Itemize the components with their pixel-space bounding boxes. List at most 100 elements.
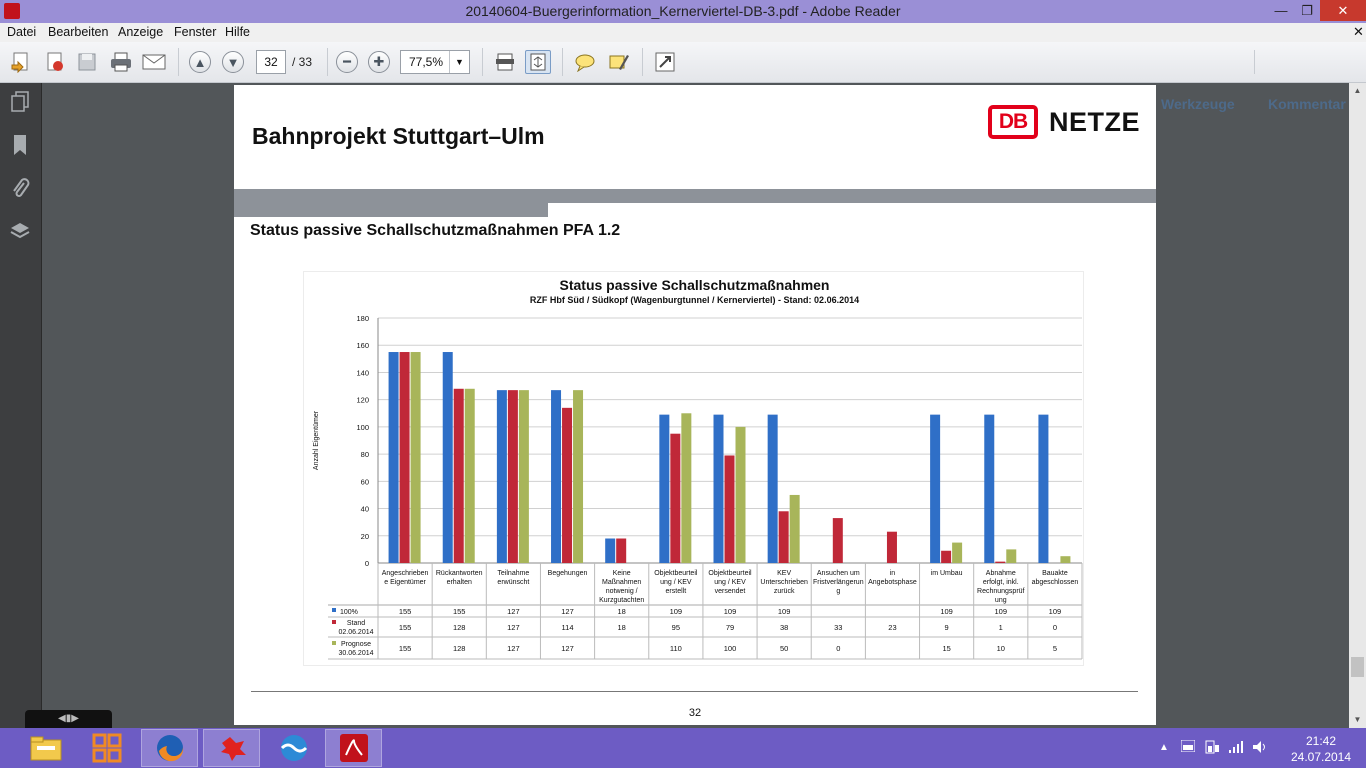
bar	[573, 390, 584, 563]
bookmarks-icon[interactable]	[9, 134, 31, 156]
taskbar-firefox[interactable]	[141, 729, 198, 767]
page-thumbnails-icon[interactable]	[9, 91, 31, 113]
scroll-down-icon[interactable]: ▼	[1353, 715, 1362, 724]
print-icon[interactable]	[108, 50, 134, 74]
footer-rule	[251, 691, 1138, 692]
db-netze-logo: DB NETZE	[988, 105, 1140, 139]
save-icon[interactable]	[74, 50, 100, 74]
show-hidden-icons[interactable]: ▲	[1159, 742, 1169, 753]
close-button[interactable]: ✕	[1320, 0, 1366, 21]
taskbar-explorer[interactable]	[17, 729, 74, 767]
data-label: 128	[453, 623, 466, 632]
email-icon[interactable]	[141, 50, 167, 74]
legend-swatch	[332, 608, 336, 612]
y-tick-label: 40	[361, 505, 369, 514]
battery-icon[interactable]	[1204, 740, 1220, 757]
bar	[659, 414, 670, 563]
data-label: 5	[1053, 644, 1057, 653]
fullscreen-icon[interactable]	[652, 50, 678, 74]
menu-bearbeiten[interactable]: Bearbeiten	[48, 25, 109, 39]
page-total-label: / 33	[292, 55, 313, 69]
x-tick-label: notwenig /	[606, 588, 638, 595]
menu-hilfe[interactable]: Hilfe	[225, 25, 251, 39]
x-tick-label: Fristverlängerun	[813, 579, 864, 586]
toolbar-separator	[327, 48, 328, 76]
data-label: 127	[507, 607, 520, 616]
menu-datei[interactable]: Datei	[7, 25, 37, 39]
tools-link[interactable]: Werkzeuge	[1161, 96, 1235, 112]
bar	[551, 390, 562, 563]
menu-anzeige[interactable]: Anzeige	[118, 25, 164, 39]
zoom-out-button[interactable]: ━	[334, 50, 360, 74]
network-icon[interactable]	[1228, 740, 1244, 757]
data-label: 1	[999, 623, 1003, 632]
next-page-button[interactable]: ▼	[220, 50, 246, 74]
combine-files-icon[interactable]	[42, 50, 68, 74]
y-tick-label: 140	[356, 368, 369, 377]
data-label: 127	[507, 644, 520, 653]
create-pdf-icon[interactable]	[8, 50, 34, 74]
scrollbar-thumb[interactable]	[1351, 657, 1364, 677]
highlight-text-icon[interactable]	[605, 50, 631, 74]
fit-width-icon[interactable]	[492, 50, 518, 74]
minimize-button[interactable]: —	[1274, 3, 1288, 18]
y-axis-label: Anzahl Eigentümer	[313, 410, 320, 470]
x-tick-label: ung	[995, 597, 1007, 604]
system-clock[interactable]: 21:42 24.07.2014	[1288, 733, 1354, 765]
layers-icon[interactable]	[9, 220, 31, 242]
zoom-select[interactable]: 77,5% ▼	[400, 50, 470, 74]
data-label: 18	[618, 623, 626, 632]
x-tick-label: Kurzgutachten	[599, 597, 644, 604]
floating-nav-popup[interactable]: ◀▮▶	[25, 710, 112, 728]
bar	[886, 531, 897, 563]
previous-page-button[interactable]: ▲	[187, 50, 213, 74]
page-title: Bahnprojekt Stuttgart–Ulm	[252, 123, 545, 149]
menu-fenster[interactable]: Fenster	[174, 25, 217, 39]
bar	[507, 390, 518, 563]
data-label: 109	[1049, 607, 1062, 616]
attachments-icon[interactable]	[9, 177, 31, 199]
action-center-icon[interactable]	[1180, 739, 1196, 755]
legend-entry: Prognose	[341, 641, 371, 648]
x-tick-label: e Eigentümer	[384, 579, 426, 586]
slide-subtitle: Status passive Schallschutzmaßnahmen PFA…	[250, 222, 621, 239]
legend-swatch	[332, 620, 336, 624]
data-label: 100	[724, 644, 737, 653]
bar	[453, 388, 464, 563]
toolbar-separator	[642, 48, 643, 76]
zoom-in-button[interactable]: ✚	[366, 50, 392, 74]
data-label: 127	[561, 607, 574, 616]
scroll-up-icon[interactable]: ▲	[1353, 86, 1362, 95]
close-document-icon[interactable]: ✕	[1353, 24, 1364, 39]
x-tick-label: erwünscht	[497, 579, 529, 586]
chevron-down-icon[interactable]: ▼	[449, 51, 469, 73]
bar	[952, 542, 963, 563]
firefox-icon	[156, 735, 183, 762]
comment-link[interactable]: Kommentar	[1268, 96, 1346, 112]
vertical-scrollbar[interactable]: ▲ ▼	[1349, 83, 1366, 728]
data-label: 127	[561, 644, 574, 653]
chart-figure: Status passive Schallschutzmaßnahmen RZF …	[303, 271, 1084, 666]
x-tick-label: erstellt	[666, 588, 687, 595]
taskbar-app-red[interactable]	[203, 729, 260, 767]
sticky-note-icon[interactable]	[572, 50, 598, 74]
taskbar-adobe-reader[interactable]	[325, 729, 382, 767]
volume-icon[interactable]	[1252, 740, 1268, 757]
bar-chart: Status passive Schallschutzmaßnahmen RZF …	[313, 277, 1083, 660]
data-label: 155	[399, 623, 412, 632]
fit-page-icon[interactable]	[525, 50, 551, 74]
taskbar-app-blue[interactable]	[265, 729, 322, 767]
x-tick-label: Keine	[613, 570, 631, 577]
taskbar-office[interactable]	[78, 729, 135, 767]
bar	[984, 414, 995, 563]
data-label: 10	[997, 644, 1005, 653]
maximize-button[interactable]: ❐	[1301, 3, 1313, 18]
data-label: 9	[945, 623, 949, 632]
bar	[464, 388, 475, 563]
y-tick-label: 100	[356, 423, 369, 432]
page-number-input[interactable]: 32	[256, 50, 286, 74]
y-tick-label: 120	[356, 396, 369, 405]
adobe-reader-icon	[339, 734, 368, 762]
x-tick-label: Rückantworten	[436, 570, 483, 577]
data-label: 0	[1053, 623, 1057, 632]
